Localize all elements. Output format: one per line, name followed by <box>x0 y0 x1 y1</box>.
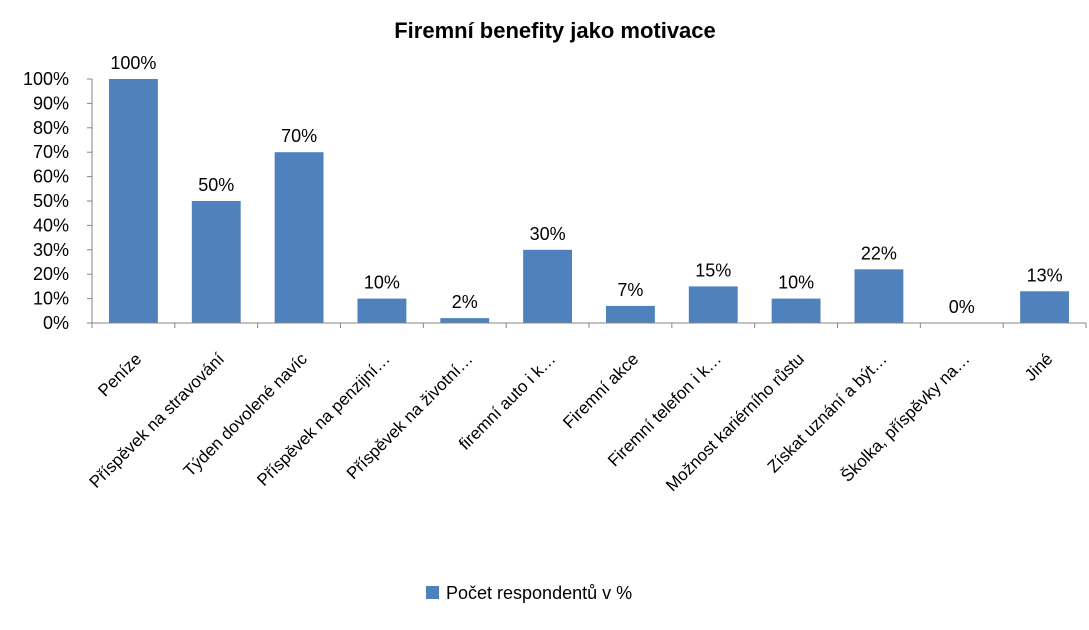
bar <box>440 318 490 323</box>
legend-label: Počet respondentů v % <box>446 583 632 603</box>
y-tick-label: 40% <box>33 215 69 235</box>
data-label: 7% <box>617 280 643 300</box>
x-tick-label: Firemní akce <box>559 349 642 432</box>
data-label: 50% <box>198 175 234 195</box>
legend-swatch <box>426 586 439 599</box>
data-label: 30% <box>530 224 566 244</box>
bar <box>605 305 655 323</box>
bar <box>1020 291 1070 323</box>
x-tick-label: Jiné <box>1021 349 1056 384</box>
bar <box>357 298 407 323</box>
bar <box>108 79 158 323</box>
y-tick-label: 30% <box>33 240 69 260</box>
bar <box>274 152 324 323</box>
y-tick-label: 100% <box>23 69 69 89</box>
data-label: 70% <box>281 126 317 146</box>
bar <box>854 269 904 323</box>
data-label: 100% <box>110 53 156 73</box>
x-tick-label: Možnost kariérního růstu <box>662 349 808 495</box>
y-tick-label: 90% <box>33 93 69 113</box>
data-label: 2% <box>452 292 478 312</box>
bar <box>191 201 241 323</box>
y-axis: 0% 10% 20% 30% 40% 50% 60% 70% 80% 90% 100% <box>23 69 93 333</box>
x-tick-label: Peníze <box>94 349 145 400</box>
y-tick-label: 10% <box>33 289 69 309</box>
y-tick-label: 50% <box>33 191 69 211</box>
chart-title: Firemní benefity jako motivace <box>394 18 716 43</box>
data-label: 13% <box>1027 265 1063 285</box>
y-tick-label: 20% <box>33 264 69 284</box>
y-tick-label: 70% <box>33 142 69 162</box>
y-tick-label: 60% <box>33 167 69 187</box>
data-label: 15% <box>695 260 731 280</box>
data-label: 10% <box>364 273 400 293</box>
bar <box>523 249 573 323</box>
data-label: 0% <box>949 297 975 317</box>
x-tick-label: Příspěvek na penzijní… <box>253 349 393 489</box>
x-tick-label: Příspěvek na stravování <box>86 349 229 492</box>
bar <box>688 286 738 323</box>
legend: Počet respondentů v % <box>426 583 632 603</box>
bar <box>771 298 821 323</box>
y-tick-label: 80% <box>33 118 69 138</box>
bars <box>108 79 1070 323</box>
data-label: 22% <box>861 243 897 263</box>
y-tick-label: 0% <box>43 313 69 333</box>
data-label: 10% <box>778 273 814 293</box>
data-labels: 100% 50% 70% 10% 2% 30% 7% 15% 10% 22% 0% 13% <box>110 53 1062 317</box>
